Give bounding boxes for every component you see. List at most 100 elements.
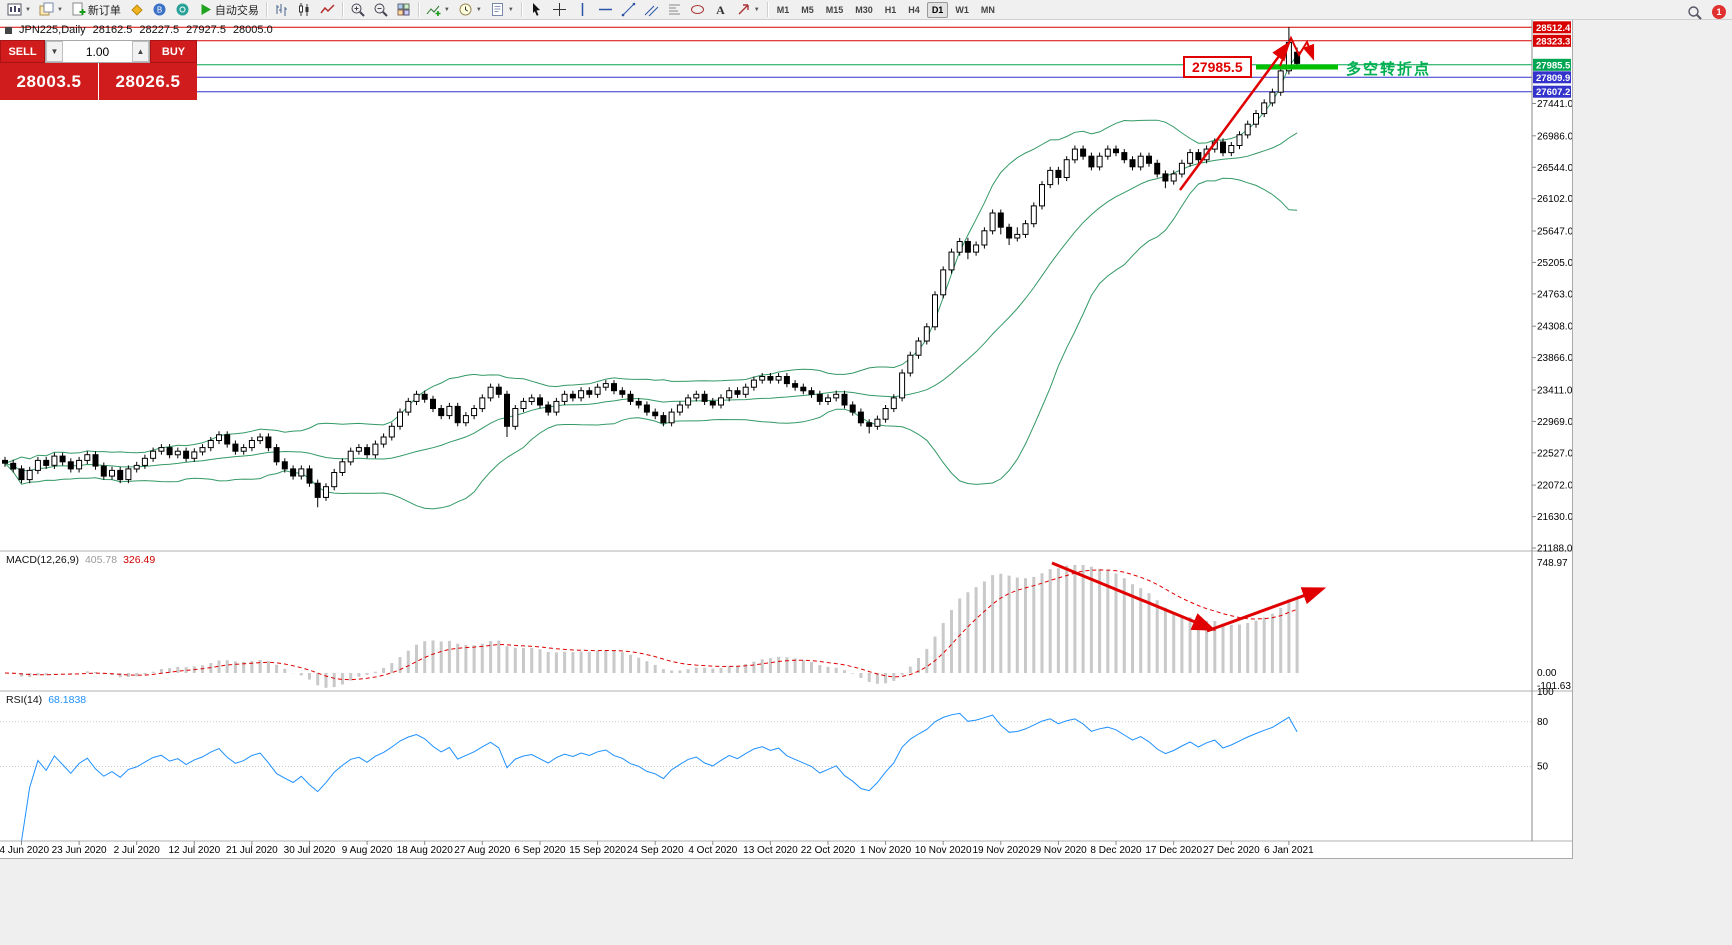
timeframe-h4-button[interactable]: H4 — [903, 2, 925, 18]
panel-frame-layer — [0, 20, 1572, 842]
services-button[interactable] — [171, 1, 194, 19]
volume-increase-button[interactable]: ▲ — [132, 41, 149, 62]
price-scale[interactable]: 27441.0 26986.0 26544.0 26102.0 25647.0 25205… — [1532, 21, 1572, 773]
macd-down-arrow — [1051, 561, 1217, 631]
sell-button[interactable]: SELL — [0, 40, 45, 63]
cursor-button[interactable] — [525, 1, 548, 19]
indicators-button[interactable]: ▼ — [422, 1, 454, 19]
timeframe-w1-button[interactable]: W1 — [950, 2, 974, 18]
volume-decrease-button[interactable]: ▼ — [46, 41, 63, 62]
notification-badge[interactable]: 1 — [1712, 5, 1726, 19]
buy-price[interactable]: 28026.5 — [99, 63, 197, 100]
svg-text:28512.4: 28512.4 — [1536, 23, 1571, 34]
volume-value[interactable]: 1.00 — [85, 44, 110, 59]
svg-text:100: 100 — [1537, 687, 1554, 698]
shapes-button[interactable] — [686, 1, 709, 19]
profiles-button[interactable]: ▼ — [35, 1, 67, 19]
caret-down-icon: ▼ — [507, 6, 514, 13]
macd-main-value: 405.78 — [84, 554, 118, 566]
search-button[interactable] — [1683, 2, 1706, 22]
sell-price[interactable]: 28003.5 — [0, 63, 98, 100]
chart-ohlc-title: JPN225,Daily 28162.5 28227.5 27927.5 280… — [5, 24, 273, 36]
new-chart-button[interactable]: ▼ — [3, 1, 35, 19]
bollinger-bands-layer — [4, 55, 1298, 510]
bollinger-middle-band — [4, 132, 1298, 472]
svg-text:17 Dec 2020: 17 Dec 2020 — [1145, 845, 1202, 856]
svg-text:21630.0: 21630.0 — [1537, 512, 1572, 523]
text-icon: A — [716, 3, 725, 17]
toolbar-separator — [520, 2, 522, 17]
timeframe-m15-button[interactable]: M15 — [821, 2, 849, 18]
circle-blue-icon: B — [153, 3, 166, 16]
diamond-icon — [131, 4, 143, 16]
trendline-button[interactable] — [617, 1, 640, 19]
svg-text:80: 80 — [1537, 717, 1549, 728]
chart-window: 27441.0 26986.0 26544.0 26102.0 25647.0 25205… — [0, 20, 1573, 859]
turning-point-text-annotation[interactable]: 多空转折点 — [1346, 61, 1432, 78]
timeframe-d1-button[interactable]: D1 — [926, 1, 949, 18]
timeframe-m1-button[interactable]: M1 — [772, 2, 795, 18]
new-order-label: 新订单 — [87, 4, 121, 17]
community-button[interactable]: B — [148, 1, 171, 19]
svg-text:22527.0: 22527.0 — [1537, 448, 1572, 459]
candles-chart-button[interactable] — [293, 1, 316, 19]
svg-text:25205.0: 25205.0 — [1537, 258, 1572, 269]
metaeditor-button[interactable] — [125, 1, 148, 19]
rsi-name: RSI(14) — [6, 694, 43, 706]
svg-text:24 Sep 2020: 24 Sep 2020 — [627, 845, 684, 856]
macd-indicator-label: MACD(12,26,9) 405.78 326.49 — [6, 554, 155, 566]
svg-text:13 Oct 2020: 13 Oct 2020 — [743, 845, 798, 856]
fibo-icon — [668, 4, 680, 15]
bars-chart-button[interactable] — [270, 1, 293, 19]
svg-text:27441.0: 27441.0 — [1537, 99, 1572, 110]
level-lines-layer[interactable] — [0, 26, 1532, 93]
svg-text:9 Aug 2020: 9 Aug 2020 — [342, 845, 393, 856]
svg-text:B: B — [157, 6, 162, 15]
crosshair-button[interactable] — [548, 1, 571, 19]
price-level-flag-annotation[interactable]: 27985.5 — [1183, 56, 1252, 78]
templates-button[interactable]: ▼ — [486, 1, 518, 19]
fibonacci-button[interactable] — [663, 1, 686, 19]
new-order-button[interactable]: 新订单 — [67, 1, 125, 19]
svg-text:15 Sep 2020: 15 Sep 2020 — [569, 845, 626, 856]
svg-text:26986.0: 26986.0 — [1537, 131, 1572, 142]
hline-icon — [598, 8, 612, 11]
buy-button[interactable]: BUY — [150, 40, 197, 63]
svg-text:6 Sep 2020: 6 Sep 2020 — [514, 845, 566, 856]
line-chart-button[interactable] — [316, 1, 339, 19]
timeframe-m5-button[interactable]: M5 — [796, 2, 819, 18]
svg-text:21 Jul 2020: 21 Jul 2020 — [226, 845, 278, 856]
periods-button[interactable]: ▼ — [454, 1, 486, 19]
caret-down-icon: ▼ — [56, 6, 63, 13]
text-button[interactable]: A — [709, 1, 732, 19]
chart-window-icon — [7, 3, 22, 16]
svg-text:6 Jan 2021: 6 Jan 2021 — [1264, 845, 1314, 856]
price-chart-canvas[interactable]: 27441.0 26986.0 26544.0 26102.0 25647.0 25205… — [0, 20, 1572, 858]
shapes-icon — [690, 5, 704, 14]
bollinger-upper-band — [4, 55, 1298, 464]
svg-text:2 Jul 2020: 2 Jul 2020 — [114, 845, 161, 856]
svg-text:27985.5: 27985.5 — [1536, 60, 1571, 71]
zoom-in-button[interactable] — [346, 1, 369, 19]
zoom-out-button[interactable] — [369, 1, 392, 19]
timeframe-mn-button[interactable]: MN — [976, 2, 1000, 18]
timeframe-h1-button[interactable]: H1 — [880, 2, 902, 18]
svg-text:4 Oct 2020: 4 Oct 2020 — [688, 845, 737, 856]
svg-text:12 Jul 2020: 12 Jul 2020 — [168, 845, 220, 856]
annotations-layer[interactable] — [1051, 35, 1338, 633]
rsi-line — [5, 712, 1298, 842]
tile-windows-button[interactable] — [392, 1, 415, 19]
svg-text:23 Jun 2020: 23 Jun 2020 — [52, 845, 107, 856]
vertical-line-button[interactable] — [571, 1, 594, 19]
timeframe-m30-button[interactable]: M30 — [850, 2, 878, 18]
autotrading-button[interactable]: 自动交易 — [194, 1, 263, 19]
chart-low-value: 27927.5 — [186, 24, 226, 36]
horizontal-line-button[interactable] — [594, 1, 617, 19]
svg-text:26544.0: 26544.0 — [1537, 163, 1572, 174]
macd-name: MACD(12,26,9) — [6, 554, 79, 566]
channel-button[interactable] — [640, 1, 663, 19]
arrows-button[interactable]: ▼ — [732, 1, 764, 19]
channel-icon — [644, 5, 659, 17]
volume-stepper[interactable]: ▼ 1.00 ▲ — [45, 40, 150, 63]
